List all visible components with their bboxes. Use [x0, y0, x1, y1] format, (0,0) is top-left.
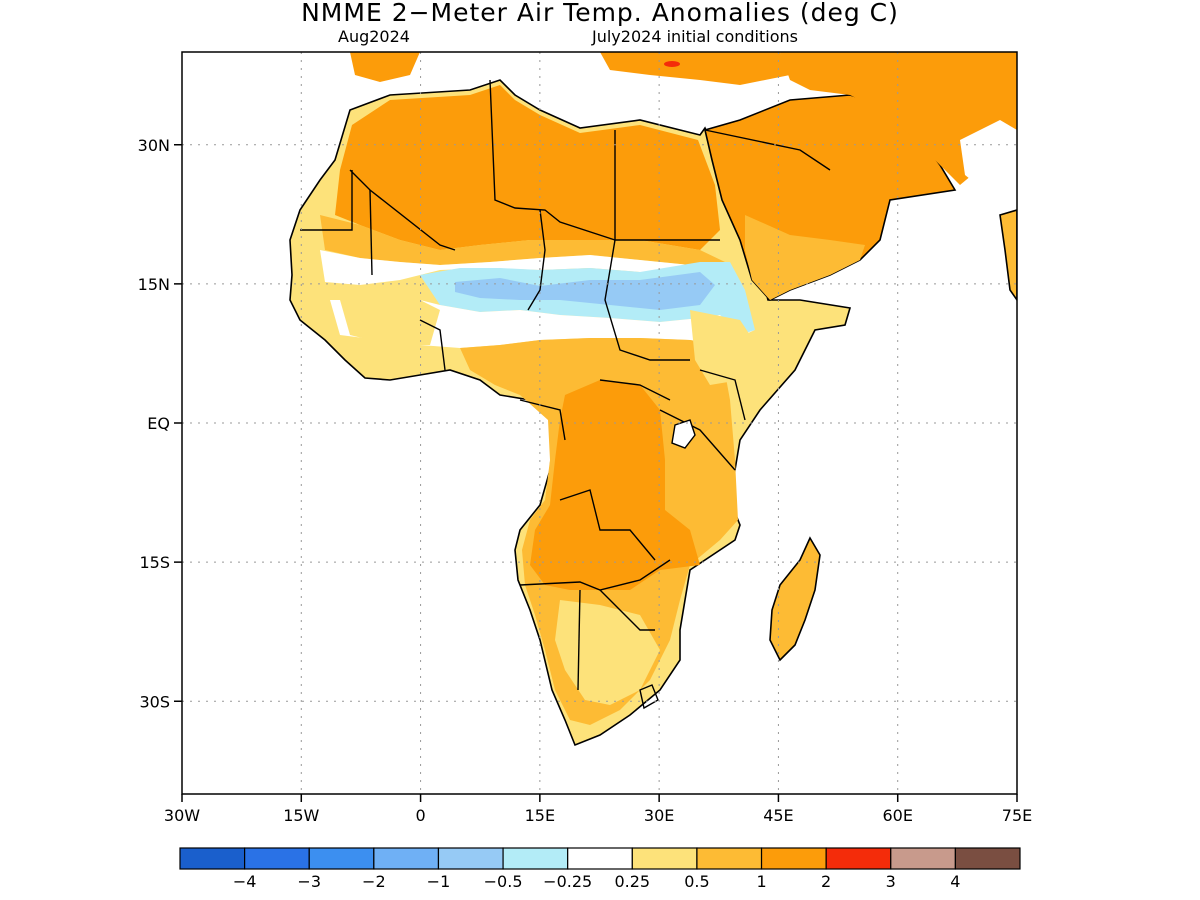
anomaly-05-1-sahel — [320, 215, 725, 266]
lon-tick-label: 30W — [164, 806, 200, 825]
lon-tick-label: 45E — [763, 806, 793, 825]
lon-tick-label: 15E — [525, 806, 555, 825]
lon-tick-label: 15W — [283, 806, 319, 825]
turkey-region — [600, 52, 790, 85]
colorbar: −4 −3 −2 −1 −0.5 −0.25 0.25 0.5 1 2 3 4 — [179, 847, 1021, 891]
anomaly-2-3-spot — [664, 61, 680, 67]
colorbar-swatch — [760, 847, 827, 870]
colorbar-label: 0.5 — [684, 872, 709, 891]
colorbar-label: 3 — [886, 872, 896, 891]
colorbar-label: 4 — [950, 872, 960, 891]
latitude-axis: 30N 15N EQ 15S 30S — [138, 136, 182, 711]
lat-tick-label: 15N — [138, 275, 170, 294]
anomaly-neutral-band-north — [320, 250, 730, 285]
southern-europe — [350, 52, 420, 82]
lon-tick-label: 75E — [1002, 806, 1032, 825]
colorbar-swatch — [825, 847, 892, 870]
colorbar-label: −2 — [362, 872, 386, 891]
anomaly-neg-05-1-sahel — [455, 272, 715, 310]
map-title: NMME 2−Meter Air Temp. Anomalies (deg C) — [301, 0, 899, 27]
map-content — [289, 52, 1017, 747]
lat-tick-label: 30S — [139, 692, 170, 711]
anomaly-1-2-sahara — [335, 85, 720, 250]
colorbar-swatch — [567, 847, 633, 870]
colorbar-label: −1 — [427, 872, 451, 891]
colorbar-swatch — [373, 847, 440, 870]
forecast-month: Aug2024 — [338, 27, 410, 46]
colorbar-swatch — [954, 847, 1021, 870]
colorbar-swatch — [631, 847, 698, 870]
colorbar-label: 0.25 — [614, 872, 650, 891]
colorbar-swatch — [502, 847, 569, 870]
colorbar-swatch — [244, 847, 310, 870]
anomaly-1-2-south — [530, 380, 700, 590]
anomaly-025-05-east — [690, 310, 760, 385]
lat-tick-label: EQ — [147, 414, 170, 433]
longitude-axis: 30W 15W 0 15E 30E 45E 60E 75E — [164, 794, 1032, 825]
colorbar-swatch — [179, 847, 246, 870]
lat-tick-label: 30N — [138, 136, 170, 155]
arabia-05-1-rim — [745, 215, 865, 300]
colorbar-swatch — [437, 847, 504, 870]
colorbar-label: −0.25 — [543, 872, 592, 891]
anomaly-025-05-west — [340, 300, 440, 345]
lon-tick-label: 0 — [415, 806, 425, 825]
anomaly-025-05-south — [555, 600, 660, 705]
colorbar-swatch — [890, 847, 956, 870]
colorbar-label: −3 — [297, 872, 321, 891]
initial-conditions: July2024 initial conditions — [592, 27, 798, 46]
lon-tick-label: 30E — [644, 806, 674, 825]
madagascar — [769, 536, 821, 662]
colorbar-label: −0.5 — [484, 872, 523, 891]
country-borders — [300, 79, 831, 710]
lake-victoria — [671, 419, 696, 449]
colorbar-swatch — [696, 847, 763, 870]
middle-east-region — [780, 52, 1017, 185]
colorbar-label: 1 — [756, 872, 766, 891]
colorbar-label: 2 — [821, 872, 831, 891]
india-tip — [999, 209, 1017, 302]
lat-tick-label: 15S — [139, 553, 170, 572]
colorbar-label: −4 — [233, 872, 257, 891]
colorbar-swatch — [308, 847, 375, 870]
lon-tick-label: 60E — [882, 806, 912, 825]
middle-east-neutral — [960, 120, 1017, 195]
map-gridlines — [182, 52, 1017, 794]
